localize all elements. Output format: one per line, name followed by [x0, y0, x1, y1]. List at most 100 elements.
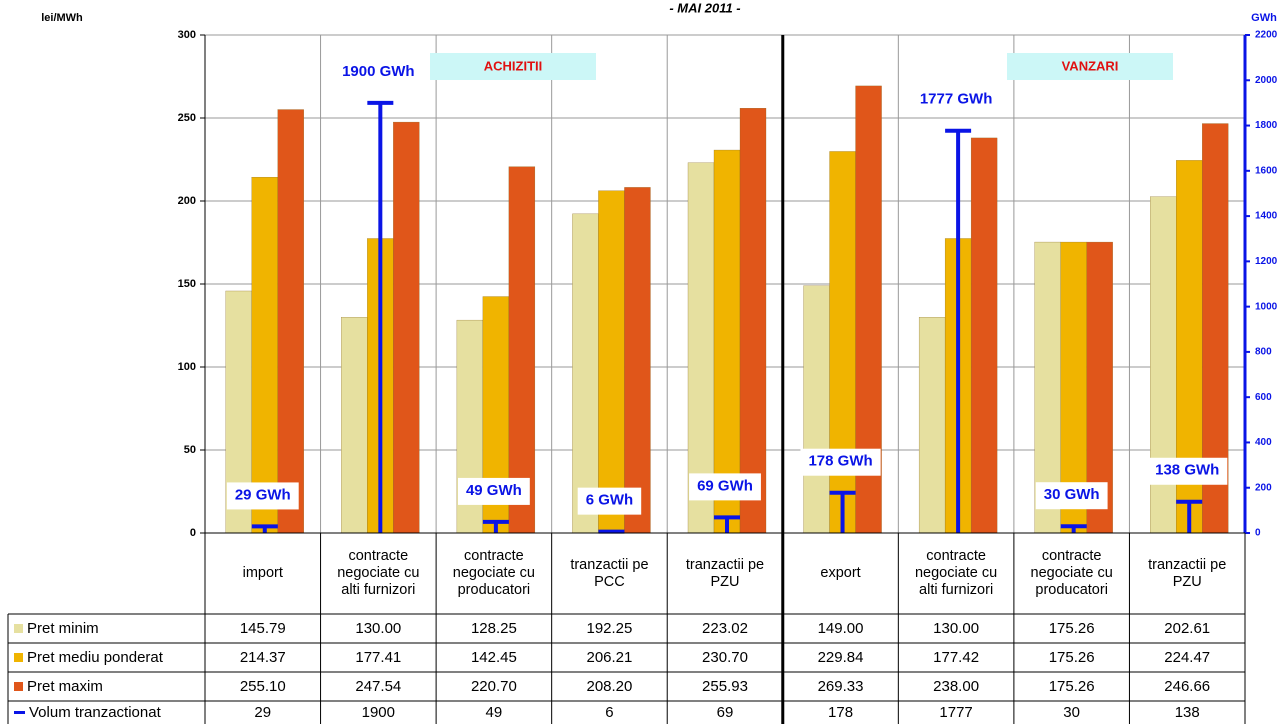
table-cell: 69 — [716, 704, 734, 721]
legend-label: Pret maxim — [27, 678, 103, 695]
value-label: 6 GWh — [586, 492, 634, 509]
y-tick-label: 300 — [178, 29, 196, 41]
value-label-box — [911, 86, 1001, 114]
table-cell: 145.79 — [239, 620, 286, 637]
bar — [251, 176, 278, 534]
bar — [687, 162, 715, 534]
table-cell: 142.45 — [470, 649, 517, 666]
y-tick-label: 50 — [184, 444, 196, 456]
table-cell: 30 — [1063, 704, 1080, 721]
table-cell: 1777 — [939, 704, 973, 721]
bar — [739, 108, 767, 534]
value-label-box — [800, 448, 881, 476]
legend-entry: Pret mediu ponderat — [8, 643, 205, 672]
value-label: 1900 GWh — [342, 63, 415, 80]
table-cell: 255.93 — [702, 678, 748, 695]
table-cell: 49 — [485, 704, 503, 721]
table-cell: 175.26 — [1048, 649, 1095, 666]
y2-tick-label: 200 — [1255, 482, 1272, 493]
table-cell: 220.70 — [470, 678, 517, 695]
table-cell: 138 — [1174, 704, 1200, 721]
y-tick-label: 200 — [178, 195, 196, 207]
x-tick-label: tranzactii pe PZU — [685, 556, 765, 590]
chart-title: - MAI 2011 - — [669, 0, 740, 15]
table-cell: 149.00 — [817, 620, 864, 637]
bar — [918, 317, 946, 534]
value-label-box — [1147, 457, 1228, 485]
legend-entry: Pret maxim — [8, 672, 205, 701]
table-cell: 224.47 — [1164, 649, 1211, 666]
x-tick-label: import — [242, 565, 283, 581]
table-cell: 175.26 — [1048, 620, 1095, 637]
table-cell: 1900 — [361, 704, 395, 721]
table-cell: 130.00 — [933, 620, 980, 637]
y-tick-label: 250 — [178, 112, 196, 124]
value-label-box — [226, 482, 299, 510]
table-cell: 214.37 — [239, 649, 286, 666]
table-cell: 6 — [605, 704, 614, 721]
table-cell: 175.26 — [1048, 678, 1095, 695]
value-label: 29 GWh — [235, 486, 291, 503]
legend-entry: Pret minim — [8, 614, 205, 643]
table-cell: 202.61 — [1164, 620, 1211, 637]
legend-label: Pret mediu ponderat — [27, 649, 163, 666]
annotation-box — [430, 53, 596, 80]
value-label-box — [334, 58, 423, 86]
y2-tick-label: 400 — [1255, 437, 1272, 448]
y2-tick-label: 600 — [1255, 392, 1272, 403]
y2-tick-label: 0 — [1255, 528, 1261, 539]
x-tick-label: contracte negociate cu alti furnizori — [337, 548, 420, 598]
x-tick-label: contracte negociate cu producatori — [452, 548, 535, 598]
table-cell: 177.41 — [355, 649, 402, 666]
table-cell: 178 — [828, 704, 854, 721]
bar — [970, 137, 998, 534]
value-label-box — [577, 487, 642, 515]
value-label-box — [1035, 482, 1108, 510]
legend-marker — [14, 624, 23, 633]
table-cell: 192.25 — [586, 620, 633, 637]
annotation: ACHIZITII — [484, 58, 543, 73]
y-axis-label: lei/MWh — [41, 12, 83, 24]
legend-marker — [14, 711, 25, 714]
y2-tick-label: 1400 — [1255, 211, 1278, 222]
table-cell: 269.33 — [817, 678, 864, 695]
value-label: 49 GWh — [466, 482, 522, 499]
value-label: 1777 GWh — [920, 91, 993, 108]
y2-tick-label: 1000 — [1255, 301, 1278, 312]
y2-tick-label: 1600 — [1255, 165, 1278, 176]
bar — [341, 317, 368, 534]
table-cell: 246.66 — [1164, 678, 1211, 695]
annotation-box — [1007, 53, 1173, 80]
bar — [624, 187, 651, 534]
y2-tick-label: 1800 — [1255, 120, 1278, 131]
x-tick-label: contracte negociate cu alti furnizori — [914, 548, 998, 598]
value-label: 138 GWh — [1155, 462, 1219, 479]
value-label-box — [457, 477, 530, 505]
y2-tick-label: 2200 — [1255, 30, 1278, 41]
bar — [277, 109, 304, 534]
y-tick-label: 100 — [178, 361, 196, 373]
bar — [598, 190, 625, 534]
y-tick-label: 0 — [190, 527, 196, 539]
table-cell: 238.00 — [933, 678, 980, 695]
table-cell: 206.21 — [586, 649, 633, 666]
table-cell: 208.20 — [586, 678, 633, 695]
x-tick-label: contracte negociate cu producatori — [1030, 548, 1113, 598]
y2-axis-label: GWh — [1251, 12, 1277, 24]
legend-entry: Volum tranzactionat — [8, 701, 205, 724]
table-cell: 223.02 — [702, 620, 748, 637]
bar — [393, 121, 420, 534]
value-label: 69 GWh — [697, 477, 753, 494]
legend-label: Volum tranzactionat — [29, 704, 161, 721]
table-cell: 29 — [254, 704, 272, 721]
legend-marker — [14, 682, 23, 691]
bar — [572, 213, 599, 534]
table-cell: 177.42 — [933, 649, 980, 666]
x-tick-label: export — [820, 565, 861, 581]
x-tick-label: tranzactii pe PZU — [1148, 556, 1227, 590]
y2-tick-label: 2000 — [1255, 75, 1278, 86]
table-cell: 255.10 — [239, 678, 286, 695]
bar — [829, 151, 856, 534]
